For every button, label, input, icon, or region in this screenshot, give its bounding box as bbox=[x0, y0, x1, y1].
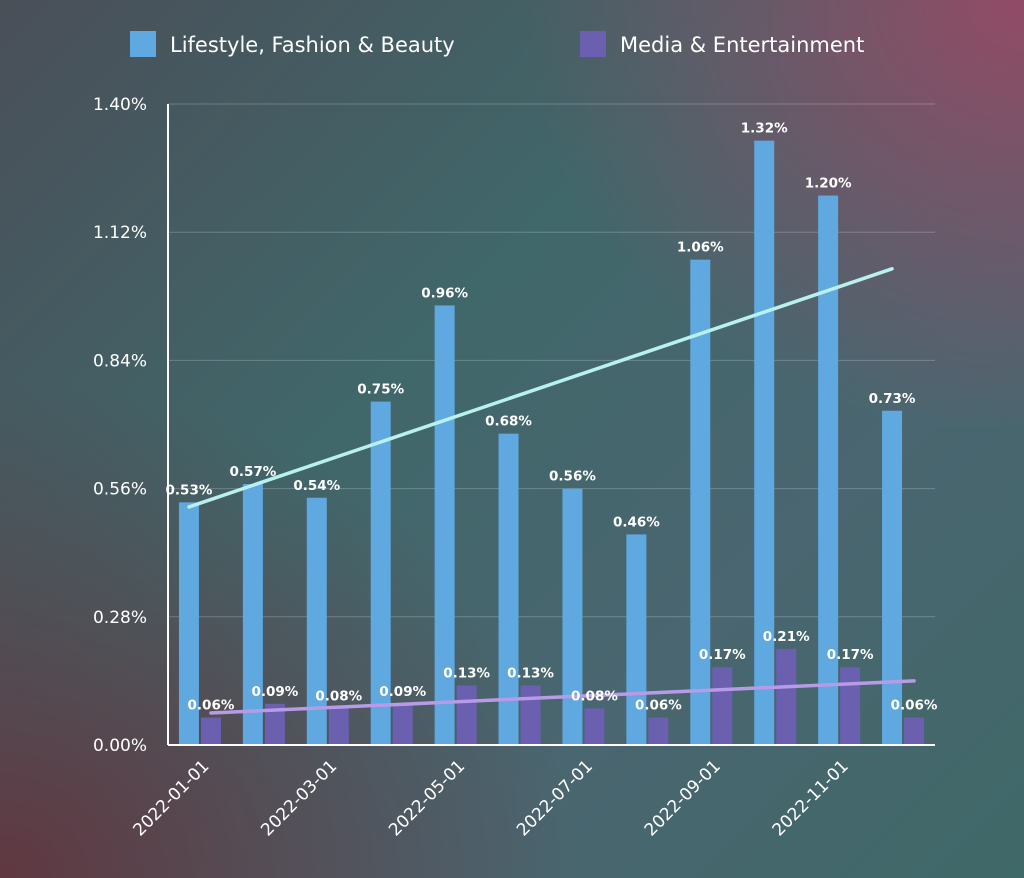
legend-label-lifestyle-fashion-beauty: Lifestyle, Fashion & Beauty bbox=[170, 33, 455, 57]
data-label-lifestyle-fashion-beauty: 0.54% bbox=[293, 478, 340, 494]
data-label-lifestyle-fashion-beauty: 1.32% bbox=[741, 121, 788, 137]
data-label-media-entertainment: 0.17% bbox=[699, 647, 746, 663]
bar-lifestyle-fashion-beauty bbox=[178, 502, 199, 745]
grid-lines bbox=[168, 103, 935, 618]
data-label-media-entertainment: 0.06% bbox=[891, 698, 938, 714]
bar-media-entertainment bbox=[456, 685, 477, 745]
bar-lifestyle-fashion-beauty bbox=[434, 305, 455, 745]
bar-media-entertainment bbox=[776, 648, 797, 745]
bars bbox=[178, 140, 925, 746]
data-labels: 0.53% 0.57% 0.54% 0.75% 0.96% 0.68% 0.56% 0.46%… bbox=[166, 121, 938, 714]
data-label-media-entertainment: 0.09% bbox=[379, 684, 426, 700]
x-tick-label: 2022-01-01 bbox=[129, 756, 213, 840]
legend-swatch-lifestyle-fashion-beauty bbox=[130, 31, 156, 57]
data-label-lifestyle-fashion-beauty: 0.53% bbox=[166, 482, 213, 498]
y-tick-label: 0.00% bbox=[93, 736, 147, 756]
data-label-media-entertainment: 0.21% bbox=[763, 629, 810, 645]
bar-lifestyle-fashion-beauty bbox=[306, 497, 327, 745]
data-label-lifestyle-fashion-beauty: 0.57% bbox=[229, 464, 276, 480]
x-tick-label: 2022-09-01 bbox=[641, 756, 725, 840]
bar-lifestyle-fashion-beauty bbox=[690, 259, 711, 745]
data-label-lifestyle-fashion-beauty: 0.73% bbox=[869, 391, 916, 407]
bar-media-entertainment bbox=[328, 708, 349, 745]
data-label-media-entertainment: 0.13% bbox=[443, 665, 490, 681]
trendline-media-entertainment bbox=[209, 679, 916, 715]
x-tick-label: 2022-05-01 bbox=[385, 756, 469, 840]
legend-label-media-entertainment: Media & Entertainment bbox=[620, 33, 864, 57]
y-tick-label: 1.12% bbox=[93, 223, 147, 243]
bar-media-entertainment bbox=[904, 717, 925, 745]
bar-media-entertainment bbox=[840, 667, 861, 745]
data-label-lifestyle-fashion-beauty: 1.06% bbox=[677, 240, 724, 256]
bar-media-entertainment bbox=[392, 703, 413, 745]
data-label-lifestyle-fashion-beauty: 0.46% bbox=[613, 514, 660, 530]
data-label-media-entertainment: 0.06% bbox=[188, 698, 235, 714]
bar-lifestyle-fashion-beauty bbox=[754, 140, 775, 746]
bar-media-entertainment bbox=[584, 708, 605, 745]
bar-lifestyle-fashion-beauty bbox=[498, 433, 519, 745]
x-tick-label: 2022-11-01 bbox=[769, 756, 853, 840]
data-label-media-entertainment: 0.06% bbox=[635, 698, 682, 714]
bar-media-entertainment bbox=[712, 667, 733, 745]
data-label-media-entertainment: 0.08% bbox=[315, 688, 362, 704]
legend: Lifestyle, Fashion & Beauty Media & Enter… bbox=[130, 31, 864, 57]
bar-media-entertainment bbox=[200, 717, 221, 745]
legend-swatch-media-entertainment bbox=[580, 31, 606, 57]
y-tick-label: 0.84% bbox=[93, 351, 147, 371]
data-label-lifestyle-fashion-beauty: 0.75% bbox=[357, 382, 404, 398]
data-label-media-entertainment: 0.17% bbox=[827, 647, 874, 663]
bar-media-entertainment bbox=[520, 685, 541, 745]
bar-lifestyle-fashion-beauty bbox=[562, 488, 583, 745]
y-tick-label: 0.56% bbox=[93, 480, 147, 500]
y-tick-label: 0.28% bbox=[93, 608, 147, 628]
trendlines bbox=[187, 267, 916, 715]
y-axis-ticks: 0.00% 0.28% 0.56% 0.84% 1.12% 1.40% bbox=[93, 95, 147, 756]
data-label-lifestyle-fashion-beauty: 0.96% bbox=[421, 285, 468, 301]
data-label-media-entertainment: 0.13% bbox=[507, 665, 554, 681]
bar-lifestyle-fashion-beauty bbox=[882, 410, 903, 745]
bar-media-entertainment bbox=[648, 717, 669, 745]
bar-lifestyle-fashion-beauty bbox=[242, 484, 263, 745]
data-label-lifestyle-fashion-beauty: 1.20% bbox=[805, 176, 852, 192]
data-label-lifestyle-fashion-beauty: 0.68% bbox=[485, 414, 532, 430]
data-label-media-entertainment: 0.08% bbox=[571, 688, 618, 704]
axes bbox=[167, 104, 935, 746]
bar-media-entertainment bbox=[264, 703, 285, 745]
trendline-lifestyle-fashion-beauty bbox=[187, 267, 894, 509]
x-tick-label: 2022-03-01 bbox=[257, 756, 341, 840]
bar-lifestyle-fashion-beauty bbox=[818, 195, 839, 746]
data-label-lifestyle-fashion-beauty: 0.56% bbox=[549, 469, 596, 485]
data-label-media-entertainment: 0.09% bbox=[251, 684, 298, 700]
y-tick-label: 1.40% bbox=[93, 95, 147, 115]
x-axis-ticks: 2022-01-01 2022-03-01 2022-05-01 2022-07-01… bbox=[129, 756, 852, 840]
bar-lifestyle-fashion-beauty bbox=[370, 401, 391, 745]
x-tick-label: 2022-07-01 bbox=[513, 756, 597, 840]
